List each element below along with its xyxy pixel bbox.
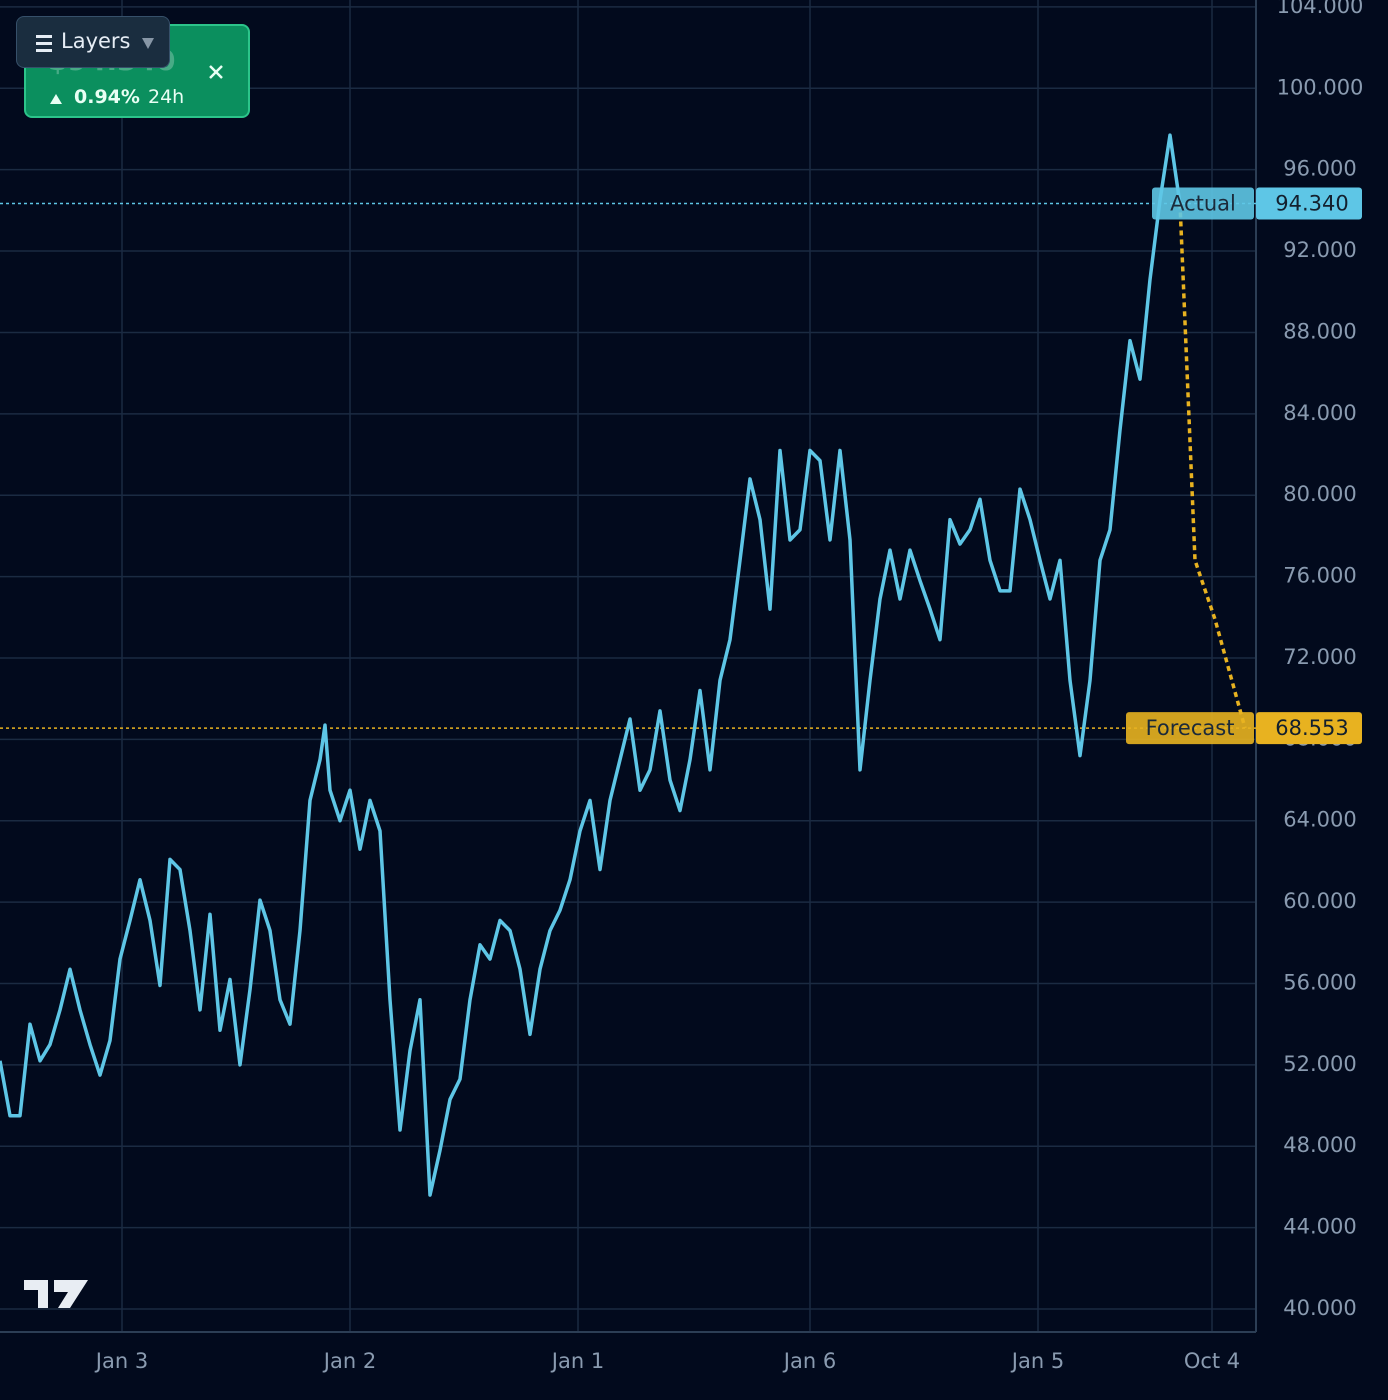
level-value: 68.553: [1275, 716, 1348, 740]
y-tick-label: 72.000: [1283, 645, 1356, 669]
y-tick-label: 80.000: [1283, 482, 1356, 506]
y-tick-label: 52.000: [1283, 1052, 1356, 1076]
y-tick-label: 92.000: [1283, 238, 1356, 262]
x-tick-label: Jan 3: [94, 1349, 148, 1373]
y-tick-label: 96.000: [1283, 157, 1356, 181]
y-tick-label: 40.000: [1283, 1296, 1356, 1320]
y-tick-label: 48.000: [1283, 1133, 1356, 1157]
level-name-box: [1152, 187, 1254, 220]
y-tick-label: 104.000: [1277, 0, 1364, 18]
x-tick-label: Jan 6: [782, 1349, 836, 1373]
y-tick-label: 76.000: [1283, 564, 1356, 588]
dropdown-icon: [142, 38, 154, 49]
level-value-box: [1256, 712, 1362, 745]
level-name: Actual: [1170, 191, 1236, 215]
layers-label: Layers: [61, 29, 131, 53]
change: 0.94%: [74, 86, 140, 108]
x-tick-label: Jan 5: [1010, 1349, 1064, 1373]
series-line: [0, 133, 1182, 1197]
layers-icons: [36, 35, 154, 52]
series-line: [1178, 203, 1247, 729]
menu-icon: [36, 35, 52, 38]
close-icon[interactable]: [209, 65, 223, 79]
up-arrow: [50, 94, 62, 104]
layers-button[interactable]: Layers: [16, 16, 170, 68]
x-tick-label: Jan 1: [550, 1349, 604, 1373]
y-tick-label: 88.000: [1283, 319, 1356, 343]
y-tick-label: 100.000: [1277, 75, 1364, 99]
y-tick-label: 64.000: [1283, 808, 1356, 832]
menu-icon: [36, 42, 52, 45]
x-tick-label: Jan 2: [322, 1349, 376, 1373]
x-tick-label: Oct 4: [1184, 1349, 1240, 1373]
menu-icon: [36, 49, 52, 52]
level-value: 94.340: [1275, 191, 1348, 215]
logo: [24, 1280, 88, 1308]
y-tick-label: 56.000: [1283, 970, 1356, 994]
y-tick-label: 84.000: [1283, 401, 1356, 425]
level-value-box: [1256, 187, 1362, 220]
period: 24h: [148, 86, 185, 108]
card-icons: [50, 65, 223, 104]
level-name: Forecast: [1146, 716, 1235, 740]
y-tick-label: 44.000: [1283, 1215, 1356, 1239]
level-name-box: [1126, 712, 1254, 745]
y-tick-label: 60.000: [1283, 889, 1356, 913]
